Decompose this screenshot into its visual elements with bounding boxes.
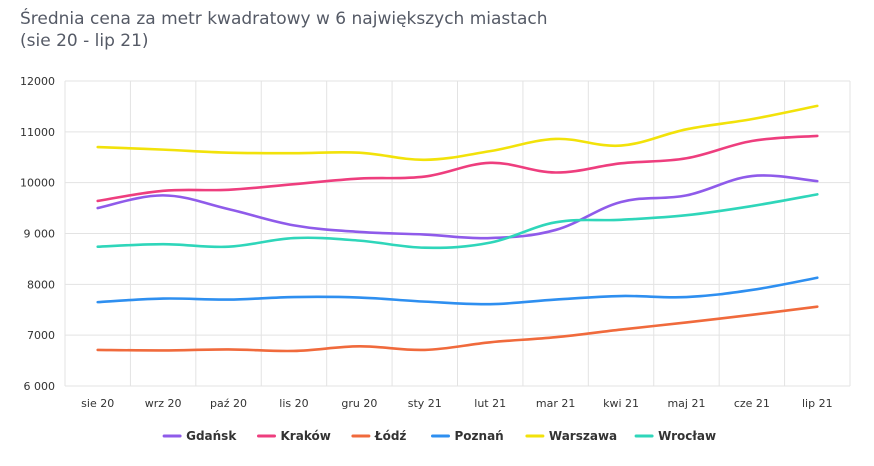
y-tick-label: 10000	[20, 177, 55, 190]
x-tick-label: paź 20	[210, 397, 247, 410]
x-tick-label: lis 20	[279, 397, 308, 410]
legend-label: Łódź	[374, 429, 407, 443]
series-line-gdansk	[96, 174, 819, 240]
legend-label: Gdańsk	[186, 429, 237, 443]
legend-item: Łódź	[351, 429, 407, 443]
y-tick-label: 11000	[20, 126, 55, 139]
y-tick-label: 12000	[20, 75, 55, 88]
legend-item: Warszawa	[525, 429, 617, 443]
x-tick-label: cze 21	[734, 397, 770, 410]
x-tick-label: mar 21	[536, 397, 575, 410]
x-tick-label: wrz 20	[145, 397, 182, 410]
x-tick-label: gru 20	[341, 397, 377, 410]
y-tick-label: 6 000	[24, 380, 56, 393]
x-tick-label: sie 20	[81, 397, 114, 410]
y-tick-label: 9 000	[24, 228, 56, 241]
chart-subtitle: (sie 20 - lip 21)	[20, 31, 149, 51]
legend-item: Kraków	[257, 429, 331, 443]
series-line-wroclaw	[96, 193, 819, 250]
legend-item: Poznań	[431, 429, 504, 443]
legend-item: Gdańsk	[162, 429, 237, 443]
grid	[64, 80, 851, 387]
series-line-krakow	[96, 134, 819, 203]
chart-title: Średnia cena za metr kwadratowy w 6 najw…	[20, 9, 548, 29]
x-tick-label: maj 21	[667, 397, 705, 410]
x-tick-label: lip 21	[802, 397, 833, 410]
series-line-lodz	[96, 305, 819, 353]
x-tick-label: sty 21	[408, 397, 442, 410]
series-line-poznan	[96, 276, 819, 306]
x-tick-label: lut 21	[474, 397, 506, 410]
legend-label: Poznań	[455, 429, 504, 443]
x-tick-label: kwi 21	[603, 397, 639, 410]
series-line-warszawa	[96, 104, 819, 162]
legend-label: Wrocław	[658, 429, 716, 443]
legend-item: Wrocław	[634, 429, 716, 443]
y-tick-label: 7000	[27, 329, 55, 342]
y-tick-label: 8000	[27, 278, 55, 291]
legend-label: Warszawa	[549, 429, 617, 443]
legend-label: Kraków	[281, 429, 331, 443]
chart-title-block: Średnia cena za metr kwadratowy w 6 najw…	[20, 8, 548, 52]
